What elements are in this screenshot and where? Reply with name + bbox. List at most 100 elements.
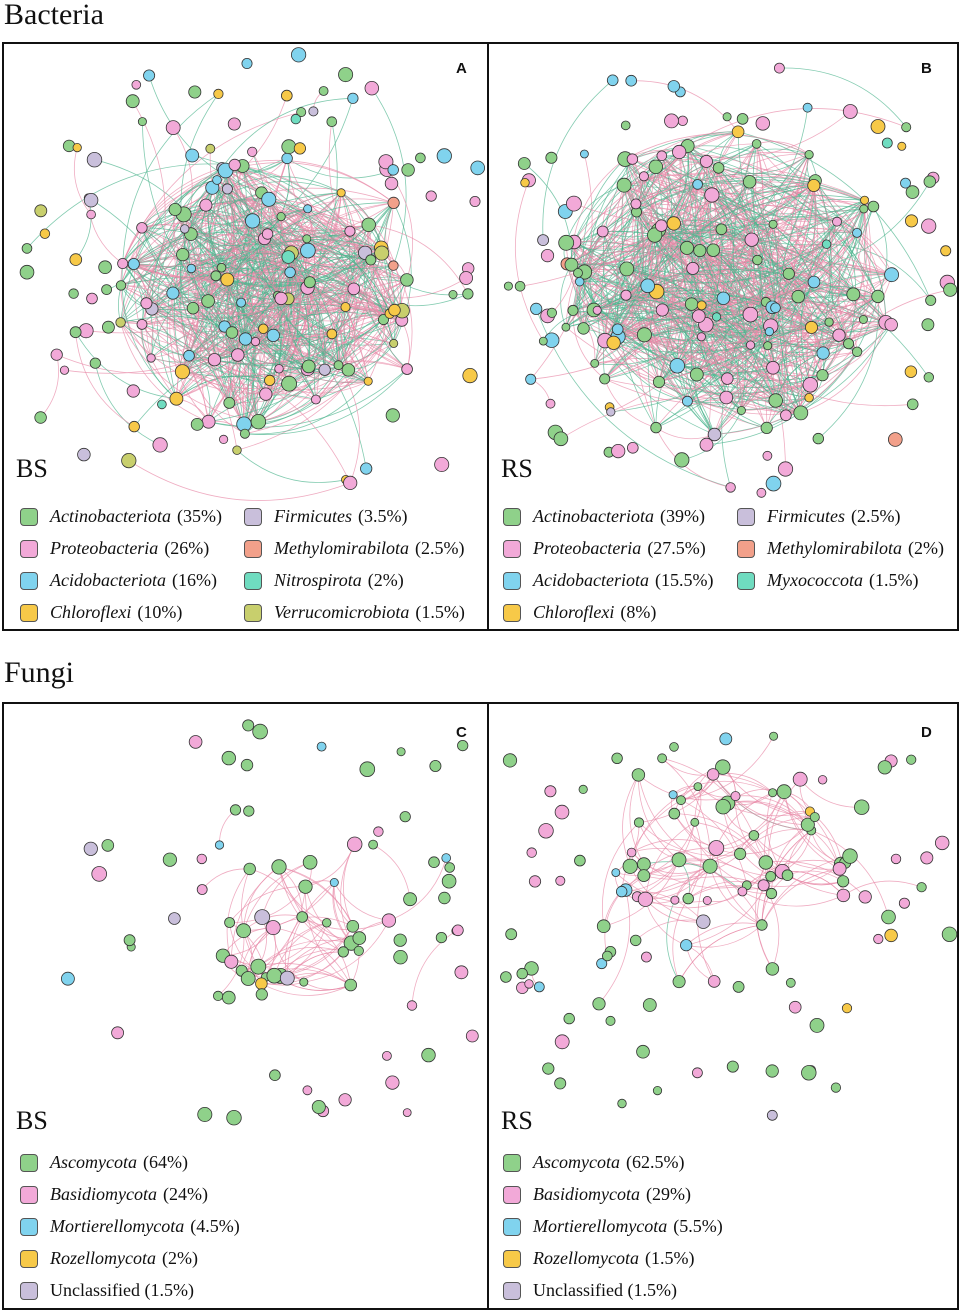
network-edge xyxy=(573,180,816,224)
network-node xyxy=(525,373,537,385)
network-edge xyxy=(241,868,259,967)
network-edge xyxy=(769,331,840,343)
network-node xyxy=(505,928,518,941)
network-node xyxy=(706,768,720,781)
legend-percent: (2.5%) xyxy=(414,538,465,558)
network-node xyxy=(904,365,918,378)
network-node xyxy=(636,327,652,343)
network-node xyxy=(222,990,236,1005)
network-node xyxy=(34,204,48,218)
network-node xyxy=(732,980,745,993)
network-edge xyxy=(771,824,809,894)
network-edge xyxy=(604,319,864,389)
network-edge xyxy=(653,291,688,402)
network-node xyxy=(770,302,781,314)
legend-swatch xyxy=(20,1281,38,1300)
network-node xyxy=(642,998,657,1012)
network-node xyxy=(125,94,140,109)
network-node xyxy=(281,152,293,165)
network-node xyxy=(353,945,364,956)
network-node xyxy=(920,851,934,865)
network-edge xyxy=(687,145,810,399)
network-edge xyxy=(571,264,767,429)
legend-taxon: Actinobacteriota xyxy=(533,506,654,526)
network-edge xyxy=(658,381,810,410)
network-node xyxy=(266,967,283,984)
legend-item: Acidobacteriota (16%) xyxy=(20,570,217,591)
network-edge xyxy=(226,202,394,280)
network-edge xyxy=(680,800,747,886)
network-node xyxy=(574,854,586,867)
network-node xyxy=(692,179,703,190)
network-edge xyxy=(303,920,390,983)
legend-taxon: Basidiomycota xyxy=(50,1184,157,1204)
network-node xyxy=(854,799,870,815)
network-node xyxy=(219,434,229,444)
network-node xyxy=(373,826,384,837)
legend-item: Proteobacteria (27.5%) xyxy=(503,538,706,559)
network-node xyxy=(238,332,253,346)
network-edge xyxy=(601,822,640,927)
legend-swatch xyxy=(20,1153,38,1172)
network-node xyxy=(236,923,252,939)
network-node xyxy=(566,195,582,212)
network-edge xyxy=(169,293,209,422)
network-node xyxy=(101,284,112,296)
network-edge xyxy=(822,319,864,376)
network-node xyxy=(444,862,456,873)
network-edge xyxy=(205,205,308,370)
network-node xyxy=(258,323,269,335)
network-edge xyxy=(687,314,751,402)
network-node xyxy=(765,870,777,882)
network-node xyxy=(115,317,126,328)
network-node xyxy=(157,399,167,410)
network-node xyxy=(538,336,548,346)
network-node xyxy=(301,359,316,374)
network-node xyxy=(905,185,920,199)
network-node xyxy=(731,125,745,139)
network-node xyxy=(388,303,401,317)
network-node xyxy=(344,978,358,992)
network-node xyxy=(832,216,842,227)
network-node xyxy=(773,62,785,74)
network-node xyxy=(435,932,447,944)
network-edge xyxy=(190,233,310,284)
network-node xyxy=(742,175,757,189)
network-node xyxy=(592,997,606,1011)
legend-percent: (2%) xyxy=(161,1248,198,1268)
network-edge xyxy=(224,170,308,370)
network-edge xyxy=(737,131,849,345)
legend-swatch xyxy=(244,539,262,558)
legend-swatch xyxy=(503,507,521,526)
network-node xyxy=(50,348,63,361)
network-node xyxy=(346,920,360,933)
network-node xyxy=(140,297,153,310)
network-node xyxy=(544,785,557,798)
network-node xyxy=(611,323,624,336)
network-node xyxy=(429,760,442,773)
legend-percent: (2%) xyxy=(907,538,944,558)
network-edge xyxy=(182,302,242,372)
network-edge xyxy=(281,214,382,249)
network-node xyxy=(842,848,858,864)
network-edge xyxy=(843,880,922,896)
network-node xyxy=(682,892,694,905)
network-node xyxy=(887,432,903,447)
network-node xyxy=(793,405,809,421)
network-node xyxy=(514,281,526,292)
network-edge xyxy=(621,185,715,435)
network-edge xyxy=(151,357,245,425)
network-edge xyxy=(261,951,344,985)
network-node xyxy=(554,804,570,820)
network-node xyxy=(318,363,331,376)
network-node xyxy=(574,276,585,287)
legend-item: Unclassified (1.5%) xyxy=(20,1280,194,1301)
legend-percent: (35%) xyxy=(176,506,222,526)
network-node xyxy=(555,875,566,886)
network-node xyxy=(538,823,554,839)
network-node xyxy=(545,398,556,409)
network-node xyxy=(667,80,681,93)
network-edge xyxy=(799,778,862,808)
network-edge xyxy=(267,158,290,235)
network-node xyxy=(83,841,98,856)
